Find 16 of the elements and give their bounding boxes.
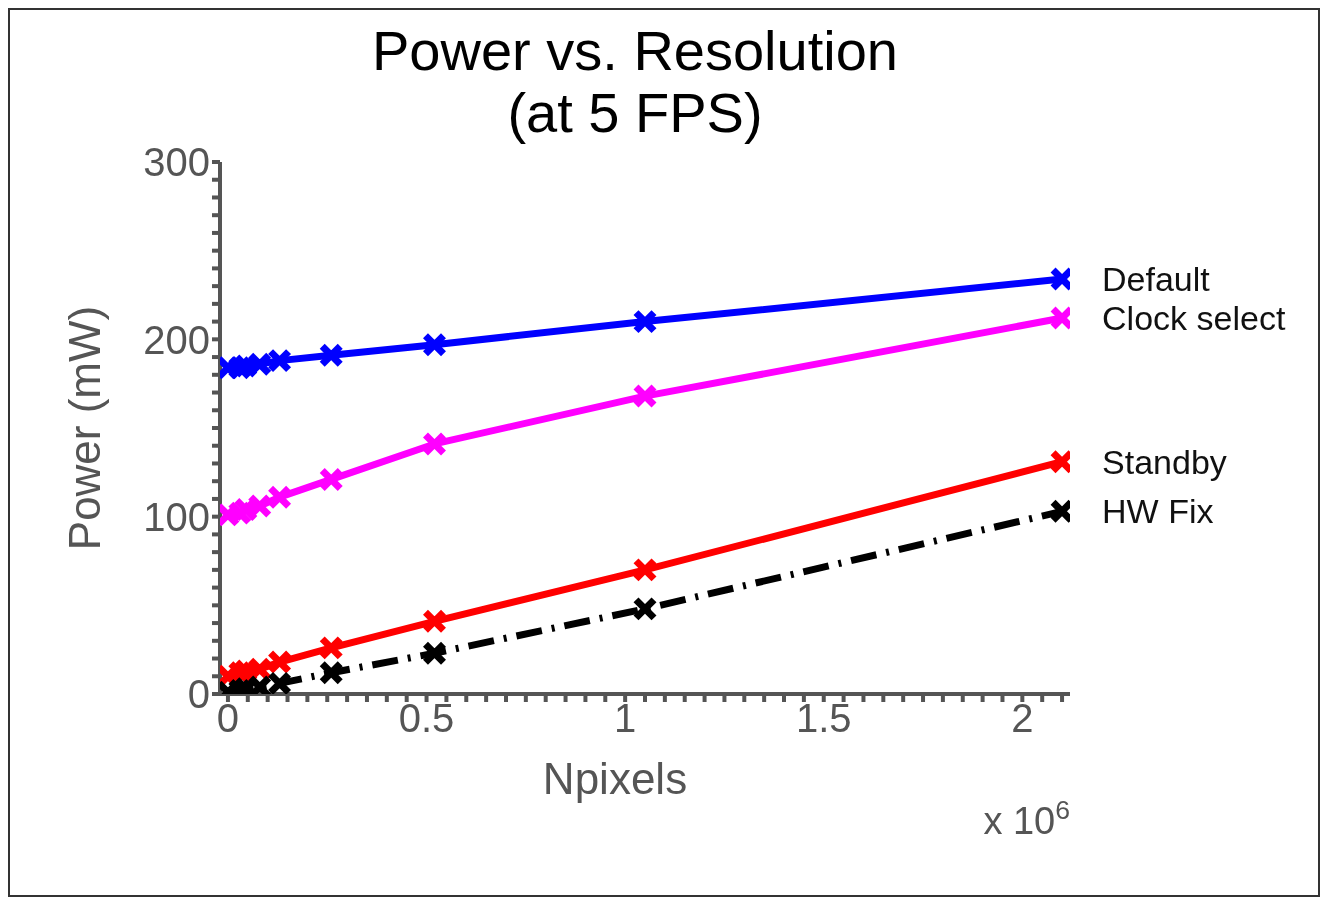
- series-label: Standby: [1102, 442, 1227, 481]
- series-label: Default: [1102, 260, 1211, 299]
- x-tick-label: 1.5: [795, 696, 852, 741]
- x-tick-label: 0.5: [398, 696, 455, 741]
- text: x 10$^{6}$: [983, 795, 1070, 842]
- y-tick-label: 300: [143, 140, 210, 185]
- series-label: Clock select: [1102, 299, 1286, 338]
- chart-title: Power vs. Resolution (at 5 FPS): [371, 19, 899, 144]
- y-tick-label: 200: [143, 317, 210, 362]
- x-tick-label: 1: [614, 696, 637, 741]
- series-label: HW Fix: [1102, 492, 1214, 531]
- y-axis-title: Power (mW): [60, 305, 109, 551]
- y-tick-label: 100: [143, 494, 210, 539]
- x-tick-label: 2: [1011, 696, 1034, 741]
- x-axis-title: Npixels: [542, 754, 688, 803]
- x-tick-label: 0: [216, 696, 240, 741]
